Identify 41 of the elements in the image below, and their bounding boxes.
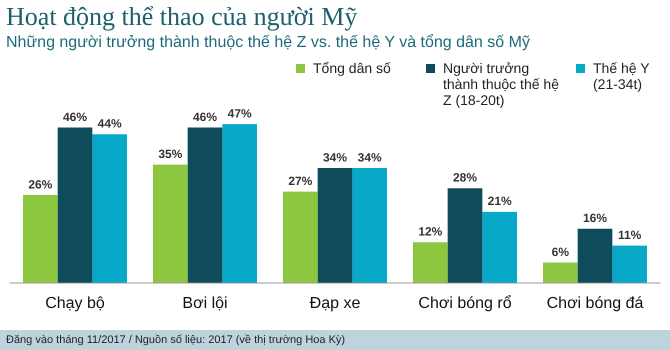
x-tick-label: Chơi bóng rổ (418, 294, 512, 312)
data-label: 21% (488, 194, 512, 208)
data-label: 11% (618, 228, 642, 242)
data-label: 44% (98, 116, 122, 131)
legend-label: Người trưởng thành thuộc thế hệ Z (18-20t) (443, 60, 560, 108)
data-label: 46% (192, 110, 218, 124)
x-tick-label: Chơi bóng đá (546, 294, 644, 312)
bar (222, 124, 257, 283)
x-tick-label: Đạp xe (310, 294, 360, 312)
data-label: 6% (552, 244, 570, 259)
data-label: 34% (322, 150, 348, 164)
text: Đăng vào tháng 11/2017 / Nguồn số liệu: 2017 (về thị trường Hoa Kỳ) (6, 334, 346, 346)
bar (58, 128, 92, 283)
data-label: 27% (288, 174, 313, 188)
x-tick-label: Chạy bộ (45, 294, 105, 312)
bar (92, 134, 127, 283)
data-label: 47% (228, 106, 252, 120)
data-label: 28% (452, 170, 478, 185)
bar (188, 128, 222, 283)
chart-title: Hoạt động thể thao của người Mỹ (6, 2, 358, 32)
data-label: 26% (28, 177, 53, 192)
legend-label: Tổng dân số (313, 60, 391, 76)
bar (612, 246, 647, 283)
bar (283, 192, 318, 283)
bar (318, 168, 352, 283)
data-label: 34% (358, 150, 382, 164)
bar (352, 168, 387, 283)
bar (482, 212, 517, 283)
legend-label: Thế hệ Y (21-34t) (593, 60, 650, 92)
bar (543, 262, 578, 283)
data-label: 16% (582, 211, 608, 226)
bar (23, 195, 58, 283)
data-label: 12% (418, 224, 443, 239)
bar (448, 188, 482, 283)
bar (413, 242, 448, 283)
bar (578, 228, 612, 283)
bar (153, 164, 188, 283)
x-tick-label: Bơi lội (182, 294, 228, 312)
data-label: 35% (158, 146, 183, 161)
data-label: 46% (62, 110, 88, 124)
chart-subtitle: Những người trưởng thành thuộc thế hệ Z vs. thế hệ Y và tổng dân số Mỹ (6, 34, 530, 52)
